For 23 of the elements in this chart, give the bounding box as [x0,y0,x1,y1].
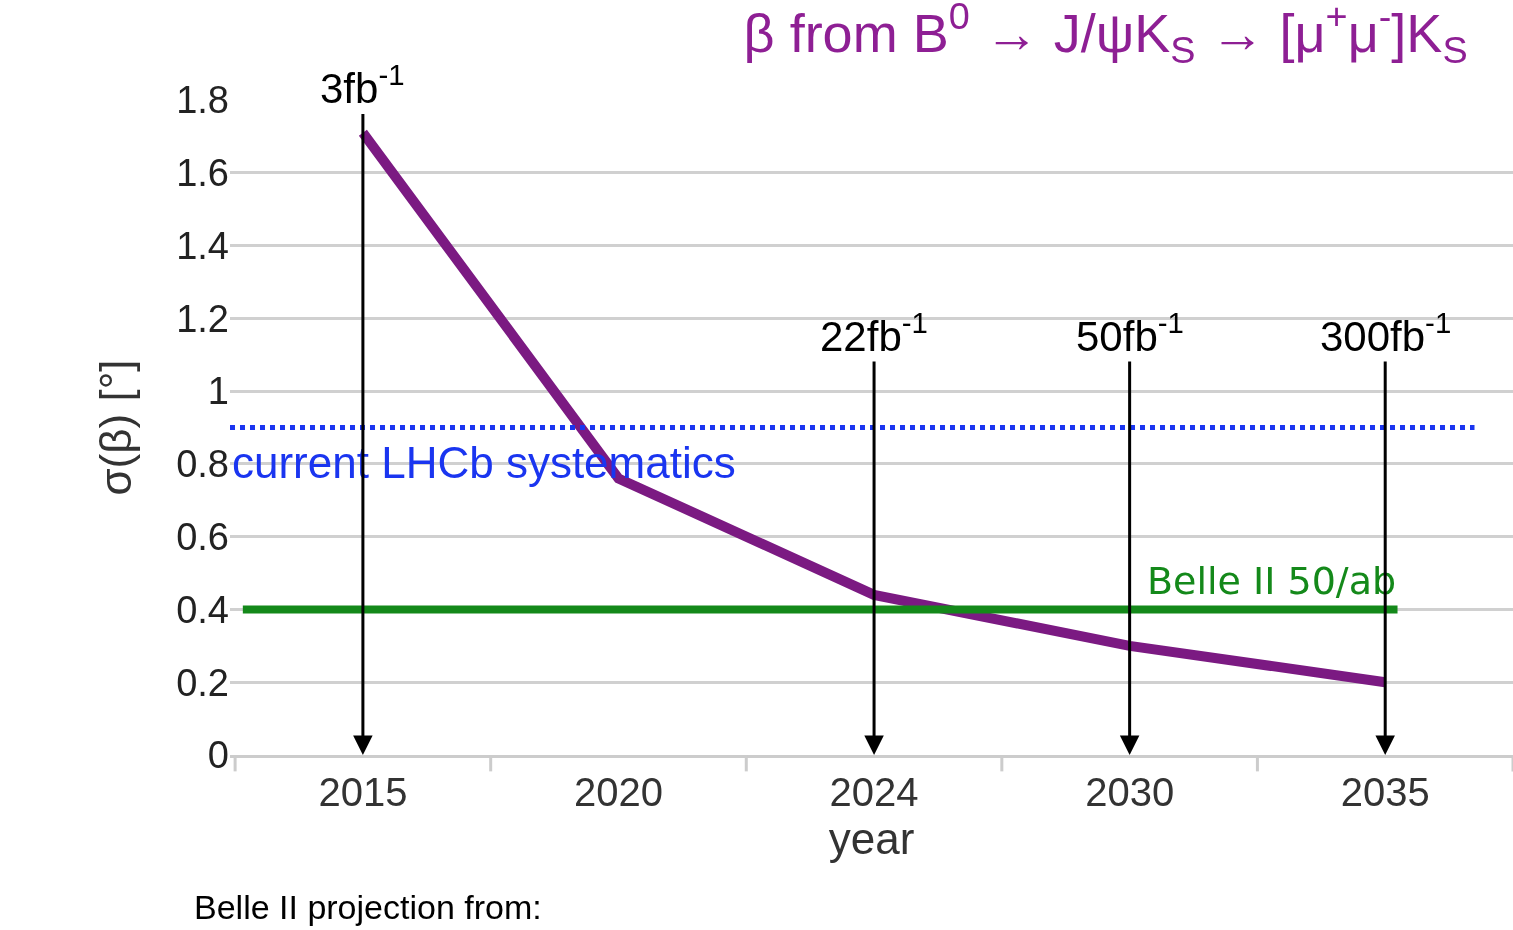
y-tick-label: 0.6 [176,515,229,558]
y-tick-label: 0 [207,734,229,777]
x-tick-label: 2020 [573,770,663,814]
chart-title: β from B$^{0}$ → J/ψK$_{S}$ → [μ$^{+}$μ$^{-}$]K$_{S}$ [743,0,1468,72]
y-tick-label: 0.8 [176,443,229,486]
annotation: 50fb$^{-1}$ [1076,306,1184,360]
y-tick-label: 1.8 [176,79,229,122]
x-tick-label: 2024 [829,770,919,814]
x-tick-label: 2030 [1085,770,1175,814]
annotation: 22fb$^{-1}$ [820,306,928,360]
text: Belle II projection from: [194,888,542,926]
y-tick-label: 0.2 [176,661,229,704]
y-tick-label: 1.4 [176,224,229,267]
y-tick-label: 1.2 [176,297,229,340]
y-tick-label: 1 [207,370,229,413]
x-tick-label: 2015 [318,770,408,814]
x-tick-label: 2035 [1340,770,1430,814]
y-tick-label: 1.6 [176,152,229,195]
y-tick-label: 0.4 [176,588,229,631]
annotation: 3fb$^{-1}$ [320,58,405,112]
annotation: 300fb$^{-1}$ [1320,306,1452,360]
x-axis-title: year [828,814,915,863]
y-axis-title: σ(β) [°] [91,359,141,496]
